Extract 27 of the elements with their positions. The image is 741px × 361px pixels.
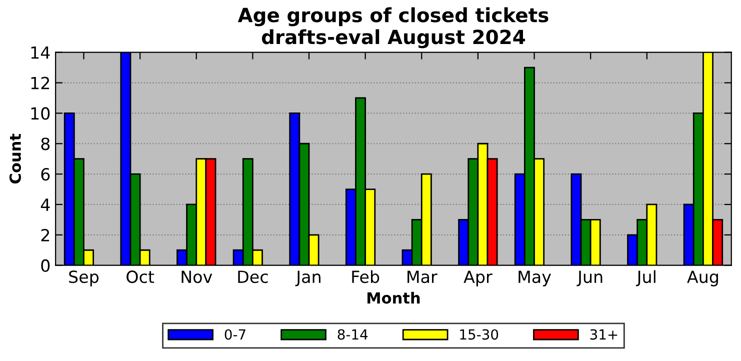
x-tick-label: May [518,270,551,286]
y-tick-label: 10 [31,107,50,120]
y-tick-label: 2 [41,228,50,242]
legend-label: 0-7 [224,329,246,340]
x-tick-label: Sep [69,270,99,286]
x-tick-label: Dec [238,270,268,284]
y-tick-label: 8 [41,138,50,150]
legend-label: 8-14 [338,329,368,340]
x-tick-label: Jan [295,270,320,286]
x-axis-title: Month [368,292,420,304]
x-tick-label: Apr [464,270,492,286]
legend-label: 31+ [590,329,618,340]
x-tick-label: Nov [182,270,212,284]
x-tick-label: Oct [126,270,154,284]
y-tick-label: 4 [40,198,50,211]
x-tick-label: Aug [687,270,718,286]
y-axis-title: Count [9,134,21,184]
legend-label: 15-30 [460,329,498,340]
y-tick-label: 6 [41,168,50,181]
x-tick-label: Mar [408,270,438,284]
y-tick-label: 14 [31,46,50,59]
y-tick-label: 0 [41,259,50,272]
y-tick-label: 12 [31,76,50,90]
chart-title: Age groups of closed tickets drafts-eval August 2024 [238,7,548,48]
x-tick-label: Feb [352,270,380,284]
x-tick-label: Jun [576,270,602,286]
x-tick-label: Jul [636,270,656,286]
